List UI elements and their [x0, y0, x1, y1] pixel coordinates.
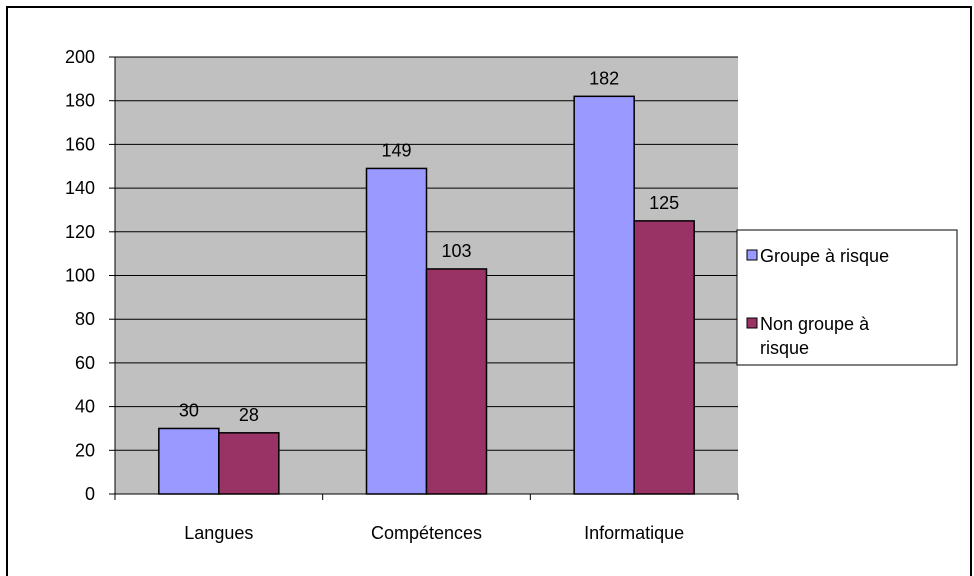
legend: Groupe à risque Non groupe à risque	[736, 229, 958, 366]
bar-compétences-series-2	[425, 268, 488, 495]
y-tick-label-40: 40	[75, 397, 95, 417]
legend-swatch-non-groupe-a-risque	[746, 317, 758, 329]
data-label-compétences-series-1: 149	[381, 140, 411, 160]
y-tick-label-80: 80	[75, 309, 95, 329]
data-label-compétences-series-2: 103	[441, 241, 471, 261]
bar-informatique-series-1	[573, 95, 635, 495]
legend-box	[736, 229, 958, 366]
data-label-informatique-series-2: 125	[649, 193, 679, 213]
bar-langues-series-2	[218, 432, 280, 495]
x-tick-label-compétences: Compétences	[371, 523, 482, 543]
data-labels: 30 28 149 103 182 125	[179, 68, 679, 424]
y-tick-label-160: 160	[65, 134, 95, 154]
y-tick-label-20: 20	[75, 440, 95, 460]
y-tick-label-0: 0	[85, 484, 95, 504]
y-tick-label-120: 120	[65, 222, 95, 242]
bar-compétences-series-1	[365, 167, 428, 495]
legend-label-non-groupe-a-risque: Non groupe à risque	[760, 314, 874, 358]
legend-label-non-groupe-line-1: Non groupe à	[760, 314, 870, 334]
y-tick-label-60: 60	[75, 353, 95, 373]
x-axis-ticks: Langues Compétences Informatique	[114, 494, 739, 543]
x-tick-label-informatique: Informatique	[584, 523, 684, 543]
y-tick-label-100: 100	[65, 266, 95, 286]
legend-label-non-groupe-line-2: risque	[760, 338, 809, 358]
bars	[158, 95, 695, 495]
data-label-langues-series-1: 30	[179, 400, 199, 420]
legend-swatch-groupe-a-risque	[746, 249, 758, 261]
data-label-informatique-series-1: 182	[589, 68, 619, 88]
y-tick-label-180: 180	[65, 91, 95, 111]
bar-informatique-series-2	[633, 220, 695, 495]
bar-langues-series-1	[158, 427, 220, 495]
y-axis-ticks: 0 20 40 60 80 100 120 140 160 180 200	[65, 47, 115, 504]
y-tick-label-200: 200	[65, 47, 95, 67]
x-tick-label-langues: Langues	[184, 523, 253, 543]
legend-label-groupe-a-risque: Groupe à risque	[760, 246, 889, 266]
data-label-langues-series-2: 28	[239, 405, 259, 425]
y-tick-label-140: 140	[65, 178, 95, 198]
